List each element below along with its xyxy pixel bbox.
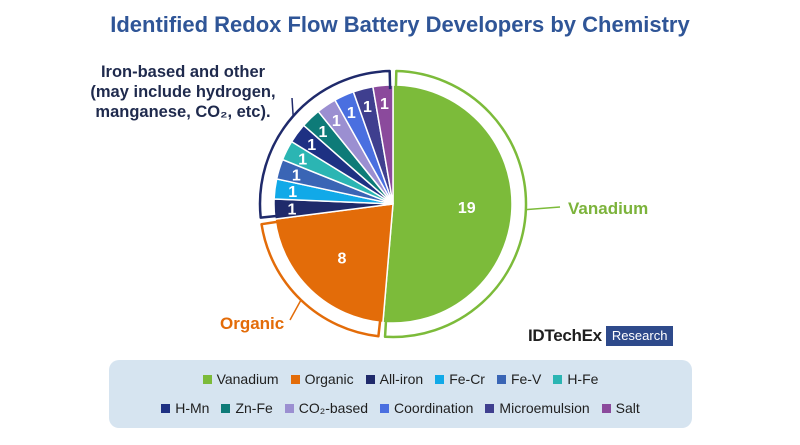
legend-label: Organic	[304, 371, 354, 387]
legend-item: All-iron	[365, 371, 424, 387]
group-leader-line-vanadium	[525, 206, 561, 211]
legend-label: Zn-Fe	[235, 400, 273, 416]
group-leader-line-iron	[291, 97, 294, 117]
pie-slice-value-label: 19	[458, 200, 476, 217]
legend-swatch	[601, 403, 611, 413]
legend-swatch	[485, 403, 495, 413]
legend-swatch	[202, 374, 212, 384]
iron-group-label-line: (may include hydrogen,	[90, 83, 276, 101]
chart-legend: Vanadium Organic All-iron Fe-Cr Fe-V H-Fe H-M…	[109, 360, 692, 428]
legend-label: Salt	[615, 400, 640, 416]
legend-label: Coordination	[394, 400, 474, 416]
legend-label: CO₂-based	[298, 400, 369, 416]
pie-slice-value-label: 1	[298, 151, 307, 168]
pie-slice-vanadium	[382, 84, 513, 324]
legend-item: CO₂-based	[284, 400, 369, 416]
legend-swatch	[161, 403, 171, 413]
pie-slice-value-label: 1	[347, 105, 356, 122]
pie-slice-value-label: 8	[337, 250, 346, 267]
legend-swatch	[435, 374, 445, 384]
brand-tag: Research	[605, 326, 674, 346]
group-bracket-iron	[258, 69, 392, 219]
chart-title: Identified Redox Flow Battery Developers…	[110, 12, 690, 37]
legend-row: H-Mn Zn-Fe CO₂-based Coordination Microemuls…	[109, 400, 692, 416]
legend-item: Fe-V	[496, 371, 542, 387]
legend-item: H-Fe	[553, 371, 598, 387]
legend-swatch	[284, 403, 294, 413]
pie-slice-value-label: 1	[319, 124, 328, 141]
legend-label: H-Fe	[567, 371, 599, 387]
iron-group-label-line: Iron-based and other	[100, 63, 266, 81]
legend-label: Fe-Cr	[449, 371, 485, 387]
group-leader-line-organic	[289, 299, 302, 321]
group-bracket-organic	[260, 220, 382, 338]
pie-slice-value-label: 1	[292, 167, 301, 184]
pie-slice-salt	[372, 84, 394, 205]
legend-row: Vanadium Organic All-iron Fe-Cr Fe-V H-Fe	[109, 371, 692, 387]
legend-label: All-iron	[379, 371, 424, 387]
iron-group-label: Iron-based and other (may include hydrog…	[68, 62, 298, 122]
legend-swatch	[553, 374, 563, 384]
pie-slice-value-label: 1	[363, 99, 372, 116]
brand-name: IDTechEx	[528, 326, 602, 345]
pie-slice-value-label: 1	[332, 113, 341, 130]
legend-item: Zn-Fe	[221, 400, 273, 416]
legend-item: Organic	[290, 371, 354, 387]
legend-swatch	[365, 374, 375, 384]
legend-item: H-Mn	[161, 400, 209, 416]
organic-group-label: Organic	[220, 314, 285, 333]
legend-item: Salt	[601, 400, 640, 416]
legend-swatch	[290, 374, 300, 384]
pie-slice-value-label: 1	[288, 184, 297, 201]
legend-item: Fe-Cr	[435, 371, 485, 387]
pie-slice-value-label: 1	[287, 201, 296, 218]
pie-slice-organic	[274, 203, 394, 324]
legend-label: Vanadium	[216, 371, 279, 387]
legend-item: Coordination	[380, 400, 473, 416]
legend-item: Microemulsion	[485, 400, 590, 416]
brand-logo: IDTechEx Research	[528, 326, 674, 346]
legend-label: H-Mn	[175, 400, 210, 416]
legend-swatch	[496, 374, 506, 384]
legend-label: Microemulsion	[499, 400, 590, 416]
legend-swatch	[380, 403, 390, 413]
pie-slice-value-label: 1	[307, 137, 316, 154]
iron-group-label-line: manganese, CO₂, etc).	[95, 103, 271, 121]
pie-slice-value-label: 1	[380, 96, 389, 113]
vanadium-group-label: Vanadium	[568, 199, 649, 218]
legend-label: Fe-V	[510, 371, 542, 387]
legend-item: Vanadium	[202, 371, 279, 387]
legend-swatch	[221, 403, 231, 413]
